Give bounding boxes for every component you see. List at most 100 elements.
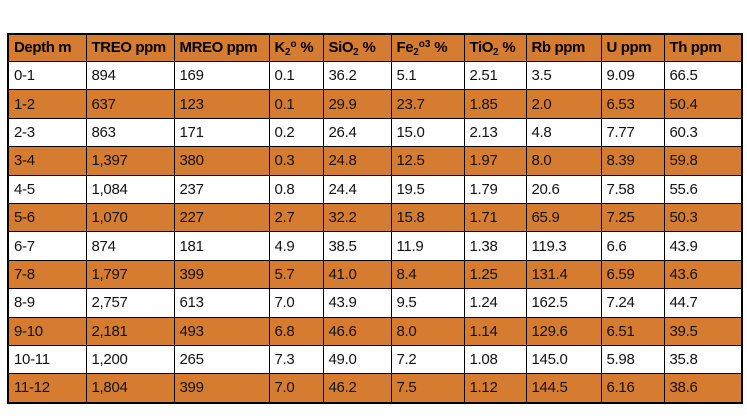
- table-cell: 613: [173, 288, 269, 318]
- table-cell: 8.0: [390, 316, 464, 346]
- table-cell: 8-9: [7, 288, 86, 318]
- column-header: Fe2o3 %: [390, 34, 464, 62]
- table-cell: 11.9: [390, 231, 464, 261]
- table-cell: 227: [173, 202, 269, 232]
- table-cell: 39.5: [663, 316, 742, 346]
- column-header: Rb ppm: [525, 34, 601, 62]
- table-cell: 7.24: [600, 288, 664, 318]
- table-cell: 8.0: [525, 146, 601, 176]
- table-cell: 1,397: [85, 146, 174, 176]
- table-cell: 6.8: [268, 316, 323, 346]
- table-cell: 24.8: [322, 146, 391, 176]
- table-cell: 6.51: [600, 316, 664, 346]
- column-header-text: o: [290, 38, 297, 50]
- table-cell: 2-3: [7, 117, 86, 147]
- table-cell: 2.51: [463, 60, 526, 90]
- table-cell: 4.9: [268, 231, 323, 261]
- table-cell: 6-7: [7, 231, 86, 261]
- table-cell: 1-2: [7, 89, 86, 119]
- table-cell: 123: [173, 89, 269, 119]
- table-cell: 7.77: [600, 117, 664, 147]
- table-cell: 7.5: [390, 373, 464, 403]
- table-cell: 9.09: [600, 60, 664, 90]
- table-cell: 0.1: [268, 89, 323, 119]
- table-cell: 1.97: [463, 146, 526, 176]
- column-header-text: 2: [493, 46, 499, 58]
- table-cell: 4-5: [7, 174, 86, 204]
- table-cell: 1,797: [85, 259, 174, 289]
- table-cell: 1.24: [463, 288, 526, 318]
- table-cell: 11-12: [7, 373, 86, 403]
- table-cell: 46.6: [322, 316, 391, 346]
- column-header: TREO ppm: [85, 34, 174, 62]
- table-cell: 43.6: [663, 259, 742, 289]
- table-cell: 15.0: [390, 117, 464, 147]
- table-cell: 8.4: [390, 259, 464, 289]
- table-cell: 4.8: [525, 117, 601, 147]
- column-header-text: 2: [353, 46, 359, 58]
- table-cell: 399: [173, 259, 269, 289]
- table-cell: 38.5: [322, 231, 391, 261]
- column-header-text: %: [358, 38, 376, 56]
- table-cell: 169: [173, 60, 269, 90]
- table-cell: 55.6: [663, 174, 742, 204]
- table-cell: 43.9: [663, 231, 742, 261]
- table-cell: 119.3: [525, 231, 601, 261]
- table-cell: 10-11: [7, 344, 86, 374]
- table-cell: 2,757: [85, 288, 174, 318]
- table-cell: 66.5: [663, 60, 742, 90]
- column-header-text: o3: [418, 38, 431, 50]
- table-cell: 2.0: [525, 89, 601, 119]
- table-cell: 6.59: [600, 259, 664, 289]
- table-cell: 6.16: [600, 373, 664, 403]
- table-cell: 0.2: [268, 117, 323, 147]
- table-cell: 41.0: [322, 259, 391, 289]
- table-cell: 1.12: [463, 373, 526, 403]
- table-row: 0-1 894 169 0.1 36.2 5.1 2.51 3.5 9.09 66.5: [7, 60, 742, 90]
- column-header-text: 2: [284, 46, 291, 58]
- column-header: MREO ppm: [173, 34, 269, 62]
- table-cell: 5.7: [268, 259, 323, 289]
- table-cell: 0.1: [268, 60, 323, 90]
- column-header-text: %: [498, 38, 516, 56]
- table-cell: 5.1: [390, 60, 464, 90]
- table-cell: 1.08: [463, 344, 526, 374]
- table-cell: 863: [85, 117, 174, 147]
- table-cell: 1.71: [463, 202, 526, 232]
- table-cell: 129.6: [525, 316, 601, 346]
- table-cell: 59.8: [663, 146, 742, 176]
- table-cell: 2,181: [85, 316, 174, 346]
- assay-table-container: Depth m TREO ppm MREO ppm K2o % SiO2 % Fe2o3 …: [7, 33, 743, 404]
- table-cell: 15.8: [390, 202, 464, 232]
- table-cell: 144.5: [525, 373, 601, 403]
- table-cell: 1,200: [85, 344, 174, 374]
- table-row: 9-10 2,181 493 6.8 46.6 8.0 1.14 129.6 6.51 39.5: [7, 316, 742, 346]
- table-row: 11-12 1,804 399 7.0 46.2 7.5 1.12 144.5 6.16 38.6: [7, 373, 742, 403]
- column-header-text: Depth m: [14, 38, 72, 56]
- column-header-text: Fe: [396, 38, 414, 56]
- table-cell: 7.25: [600, 202, 664, 232]
- table-cell: 237: [173, 174, 269, 204]
- column-header: TiO2 %: [463, 34, 526, 62]
- table-cell: 12.5: [390, 146, 464, 176]
- table-cell: 65.9: [525, 202, 601, 232]
- table-cell: 19.5: [390, 174, 464, 204]
- table-cell: 44.7: [663, 288, 742, 318]
- geochemistry-assay-table: Depth m TREO ppm MREO ppm K2o % SiO2 % Fe2o3 …: [7, 33, 743, 404]
- table-cell: 9-10: [7, 316, 86, 346]
- table-cell: 46.2: [322, 373, 391, 403]
- column-header-text: %: [430, 38, 448, 56]
- table-cell: 162.5: [525, 288, 601, 318]
- table-cell: 7.58: [600, 174, 664, 204]
- table-cell: 1,804: [85, 373, 174, 403]
- table-cell: 1.79: [463, 174, 526, 204]
- table-cell: 1.14: [463, 316, 526, 346]
- table-cell: 0-1: [7, 60, 86, 90]
- column-header-text: MREO ppm: [179, 38, 258, 56]
- column-header: U ppm: [600, 34, 664, 62]
- table-cell: 1.25: [463, 259, 526, 289]
- table-cell: 171: [173, 117, 269, 147]
- column-header-text: TiO: [469, 38, 494, 56]
- table-row: 2-3 863 171 0.2 26.4 15.0 2.13 4.8 7.77 60.3: [7, 117, 742, 147]
- table-cell: 181: [173, 231, 269, 261]
